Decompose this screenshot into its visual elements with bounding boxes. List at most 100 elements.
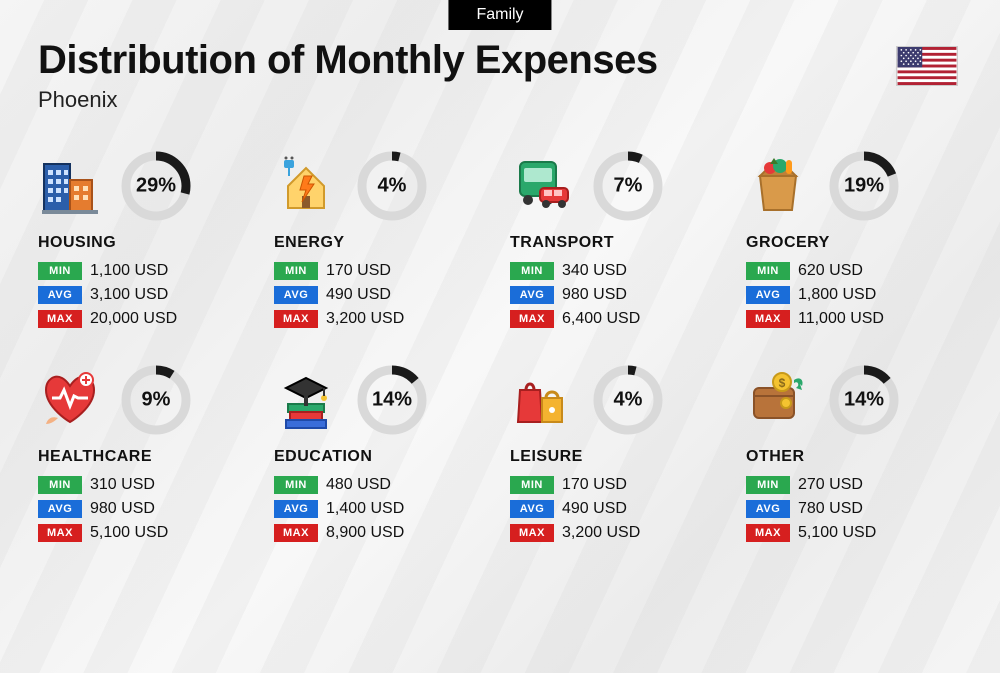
percent-donut: 7% [592, 150, 664, 222]
avg-row: AVG 490 USD [274, 286, 490, 304]
min-row: MIN 340 USD [510, 262, 726, 280]
min-badge: MIN [510, 262, 554, 280]
min-value: 1,100 USD [90, 262, 168, 280]
percent-donut: 4% [592, 364, 664, 436]
avg-value: 980 USD [90, 500, 155, 518]
min-badge: MIN [746, 476, 790, 494]
percent-donut: 19% [828, 150, 900, 222]
percent-donut: 9% [120, 364, 192, 436]
category-name: OTHER [746, 448, 962, 466]
min-value: 310 USD [90, 476, 155, 494]
avg-value: 1,800 USD [798, 286, 876, 304]
max-value: 3,200 USD [326, 310, 404, 328]
min-row: MIN 310 USD [38, 476, 254, 494]
expense-card-leisure: 4% LEISURE MIN 170 USD AVG 490 USD MAX 3… [510, 364, 726, 548]
min-value: 340 USD [562, 262, 627, 280]
percent-label: 19% [844, 175, 884, 198]
max-value: 8,900 USD [326, 524, 404, 542]
max-row: MAX 5,100 USD [38, 524, 254, 542]
min-value: 620 USD [798, 262, 863, 280]
category-name: HOUSING [38, 234, 254, 252]
page-title: Distribution of Monthly Expenses [38, 38, 962, 83]
avg-badge: AVG [274, 286, 318, 304]
expense-card-education: 14% EDUCATION MIN 480 USD AVG 1,400 USD … [274, 364, 490, 548]
avg-badge: AVG [746, 286, 790, 304]
max-value: 5,100 USD [798, 524, 876, 542]
min-row: MIN 480 USD [274, 476, 490, 494]
category-name: TRANSPORT [510, 234, 726, 252]
max-row: MAX 5,100 USD [746, 524, 962, 542]
min-badge: MIN [274, 262, 318, 280]
page-subtitle: Phoenix [38, 87, 962, 113]
min-value: 480 USD [326, 476, 391, 494]
max-row: MAX 11,000 USD [746, 310, 962, 328]
expense-card-other: $ 14% OTHER MIN 270 USD AVG 780 USD MAX … [746, 364, 962, 548]
transport-icon [510, 154, 574, 218]
avg-badge: AVG [510, 286, 554, 304]
min-badge: MIN [746, 262, 790, 280]
min-row: MIN 270 USD [746, 476, 962, 494]
max-badge: MAX [274, 310, 318, 328]
category-name: LEISURE [510, 448, 726, 466]
avg-row: AVG 490 USD [510, 500, 726, 518]
avg-value: 490 USD [326, 286, 391, 304]
avg-value: 1,400 USD [326, 500, 404, 518]
category-tag: Family [448, 0, 551, 30]
expense-card-grocery: 19% GROCERY MIN 620 USD AVG 1,800 USD MA… [746, 150, 962, 334]
category-name: GROCERY [746, 234, 962, 252]
avg-badge: AVG [274, 500, 318, 518]
percent-label: 14% [844, 389, 884, 412]
expense-card-energy: 4% ENERGY MIN 170 USD AVG 490 USD MAX 3,… [274, 150, 490, 334]
energy-icon [274, 154, 338, 218]
avg-row: AVG 1,400 USD [274, 500, 490, 518]
avg-value: 780 USD [798, 500, 863, 518]
healthcare-icon [38, 368, 102, 432]
min-row: MIN 170 USD [274, 262, 490, 280]
avg-value: 490 USD [562, 500, 627, 518]
expense-card-transport: 7% TRANSPORT MIN 340 USD AVG 980 USD MAX… [510, 150, 726, 334]
max-row: MAX 6,400 USD [510, 310, 726, 328]
min-value: 170 USD [562, 476, 627, 494]
percent-label: 14% [372, 389, 412, 412]
education-icon [274, 368, 338, 432]
max-value: 5,100 USD [90, 524, 168, 542]
percent-donut: 4% [356, 150, 428, 222]
max-row: MAX 20,000 USD [38, 310, 254, 328]
grocery-icon [746, 154, 810, 218]
us-flag-icon [896, 46, 958, 86]
max-value: 6,400 USD [562, 310, 640, 328]
avg-value: 980 USD [562, 286, 627, 304]
percent-donut: 29% [120, 150, 192, 222]
avg-badge: AVG [38, 286, 82, 304]
percent-donut: 14% [828, 364, 900, 436]
expense-card-housing: 29% HOUSING MIN 1,100 USD AVG 3,100 USD … [38, 150, 254, 334]
category-name: EDUCATION [274, 448, 490, 466]
avg-value: 3,100 USD [90, 286, 168, 304]
category-name: HEALTHCARE [38, 448, 254, 466]
avg-row: AVG 980 USD [510, 286, 726, 304]
max-badge: MAX [38, 310, 82, 328]
percent-label: 7% [614, 175, 643, 198]
avg-badge: AVG [510, 500, 554, 518]
expense-grid: 29% HOUSING MIN 1,100 USD AVG 3,100 USD … [38, 150, 962, 548]
percent-label: 4% [614, 389, 643, 412]
min-row: MIN 620 USD [746, 262, 962, 280]
percent-label: 9% [142, 389, 171, 412]
max-value: 11,000 USD [798, 310, 884, 328]
housing-icon [38, 154, 102, 218]
expense-card-healthcare: 9% HEALTHCARE MIN 310 USD AVG 980 USD MA… [38, 364, 254, 548]
percent-donut: 14% [356, 364, 428, 436]
max-badge: MAX [38, 524, 82, 542]
max-row: MAX 8,900 USD [274, 524, 490, 542]
max-badge: MAX [746, 524, 790, 542]
avg-row: AVG 980 USD [38, 500, 254, 518]
header: Distribution of Monthly Expenses Phoenix [38, 38, 962, 113]
max-row: MAX 3,200 USD [274, 310, 490, 328]
min-row: MIN 170 USD [510, 476, 726, 494]
avg-badge: AVG [746, 500, 790, 518]
max-value: 3,200 USD [562, 524, 640, 542]
min-badge: MIN [274, 476, 318, 494]
max-badge: MAX [510, 310, 554, 328]
max-value: 20,000 USD [90, 310, 177, 328]
svg-text:$: $ [779, 376, 786, 390]
